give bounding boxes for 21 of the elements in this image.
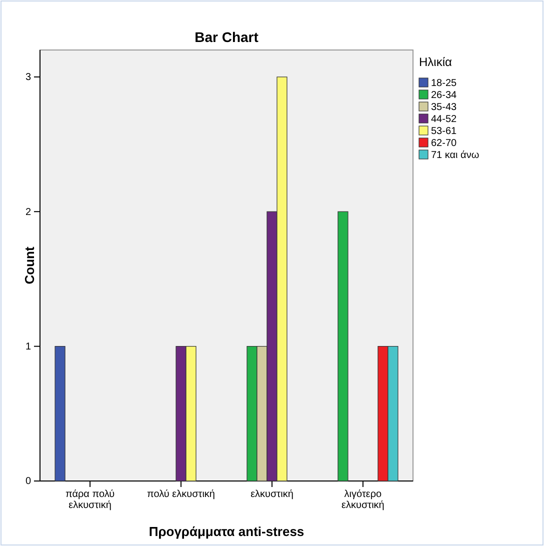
x-tick-label: πάρα πολύ ελκυστική [65,489,115,512]
y-tick-label: 0 [25,476,32,488]
x-tick-label: ελκυστική [250,489,294,500]
legend-label: 26-34 [431,90,458,101]
bar [338,211,348,482]
chart-title: Bar Chart [194,29,259,45]
legend-title: Ηλικία [419,55,452,69]
x-tick-label: πολύ ελκυστική [147,489,215,500]
y-axis-title: Count [22,246,37,284]
legend-label: 62-70 [431,138,458,149]
legend-label: 44-52 [431,114,458,125]
x-axis-title: Προγράμματα anti-stress [148,524,304,539]
y-tick-label: 1 [25,342,32,353]
legend-label: 18-25 [431,78,458,89]
legend-label: 35-43 [431,102,458,113]
legend-label: 71 και άνω [431,150,480,161]
x-tick-label: λιγότερο ελκυστική [342,489,384,512]
y-tick-label: 3 [25,72,32,84]
legend-label: 53-61 [431,126,458,137]
y-tick-label: 2 [25,206,32,218]
bar [54,346,66,482]
